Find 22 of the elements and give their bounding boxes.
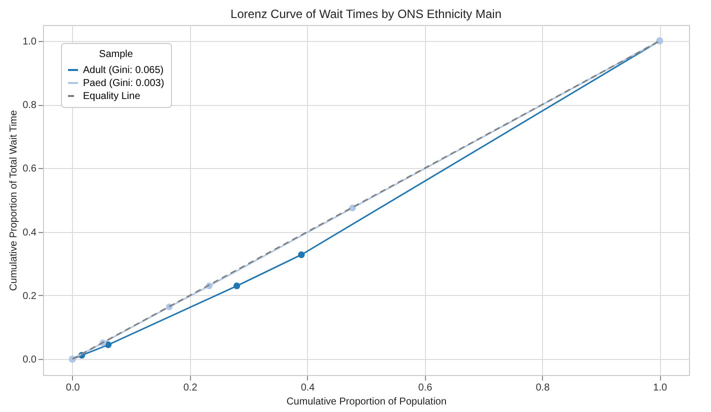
legend-title: Sample <box>99 49 134 60</box>
y-tick-label: 0.6 <box>22 164 37 175</box>
x-axis-title: Cumulative Proportion of Population <box>286 396 447 408</box>
y-tick-label: 0.2 <box>22 290 37 302</box>
x-tick-label: 0.2 <box>183 382 198 394</box>
x-tick-label: 0.6 <box>418 382 433 394</box>
point <box>298 251 305 258</box>
point <box>233 282 240 290</box>
legend-label: Equality Line <box>83 91 141 102</box>
legend-label: Paed (Gini: 0.003) <box>83 78 164 89</box>
y-axis-title: Cumulative Proportion of Total Wait Time <box>8 110 20 291</box>
y-tick-label: 0.0 <box>22 354 37 366</box>
y-tick-label: 0.4 <box>22 227 37 238</box>
x-tick-label: 0.0 <box>66 382 80 394</box>
chart-title: Lorenz Curve of Wait Times by ONS Ethnicity Main <box>230 7 502 21</box>
point <box>104 341 112 348</box>
y-tick-label: 1.0 <box>22 36 37 48</box>
legend-label: Adult (Gini: 0.065) <box>83 65 164 76</box>
x-tick-label: 1.0 <box>653 382 668 394</box>
x-tick-label: 0.4 <box>300 382 316 394</box>
y-tick-label: 0.8 <box>22 100 37 112</box>
x-tick-label: 0.8 <box>536 382 550 394</box>
